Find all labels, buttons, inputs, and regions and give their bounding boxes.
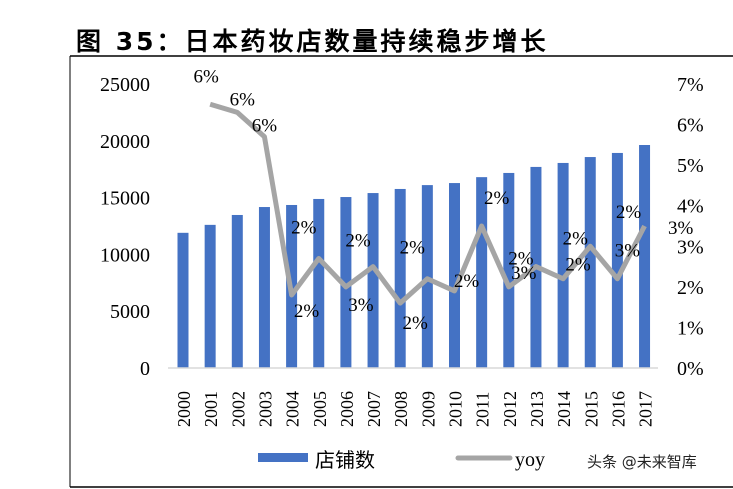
legend-bar-swatch — [258, 453, 308, 462]
bar-2014 — [557, 162, 569, 368]
data-label: 2% — [454, 271, 480, 292]
x-tick-label: 2017 — [636, 391, 656, 427]
x-tick-label: 2006 — [337, 391, 357, 427]
legend-bar-label: 店铺数 — [315, 448, 375, 472]
bar-2015 — [584, 157, 596, 368]
bar-2016 — [611, 152, 623, 368]
bar-2000 — [177, 232, 189, 368]
data-label: 2% — [508, 249, 534, 270]
x-tick-label: 2016 — [608, 391, 628, 427]
bar-2011 — [476, 177, 488, 368]
data-label: 2% — [403, 313, 429, 334]
left-tick-label: 10000 — [100, 244, 150, 266]
data-label: 2% — [345, 231, 371, 252]
data-label: 2% — [400, 238, 426, 259]
data-label: 2% — [484, 188, 510, 209]
right-tick-label: 4% — [677, 196, 704, 218]
data-label: 2% — [616, 202, 642, 223]
right-tick-label: 1% — [677, 317, 704, 339]
data-label: 6% — [252, 116, 278, 137]
x-tick-label: 2009 — [418, 391, 438, 427]
left-tick-label: 0 — [140, 358, 150, 380]
x-tick-label: 2003 — [255, 391, 275, 427]
data-label: 3% — [511, 263, 537, 284]
x-tick-label: 2011 — [473, 392, 493, 427]
x-tick-label: 2014 — [554, 391, 574, 427]
x-tick-label: 2012 — [500, 391, 520, 427]
chart-title: 图 35：日本药妆店数量持续稳步增长 — [76, 27, 549, 56]
data-label-last: 3% — [668, 218, 694, 239]
bar-2003 — [258, 207, 270, 368]
left-tick-label: 5000 — [110, 301, 150, 323]
data-label: 6% — [193, 66, 219, 87]
x-tick-label: 2001 — [201, 391, 221, 427]
right-tick-label: 0% — [677, 358, 704, 380]
bar-2006 — [340, 197, 352, 368]
legend-line-label: yoy — [515, 449, 545, 471]
x-tick-label: 2010 — [446, 391, 466, 427]
x-tick-label: 2004 — [283, 391, 303, 427]
right-tick-label: 3% — [677, 236, 704, 258]
data-label: 3% — [615, 241, 641, 262]
data-label: 2% — [563, 228, 589, 249]
data-label: 2% — [294, 301, 320, 322]
x-tick-label: 2008 — [391, 391, 411, 427]
bar-2017 — [639, 145, 651, 368]
legend: 店铺数 yoy — [258, 448, 545, 472]
left-tick-label: 25000 — [100, 74, 150, 96]
left-tick-label: 20000 — [100, 131, 150, 153]
bar-2010 — [449, 183, 460, 368]
left-tick-label: 15000 — [100, 188, 150, 210]
x-tick-label: 2005 — [310, 391, 330, 427]
data-label: 2% — [565, 255, 591, 276]
data-label: 3% — [348, 295, 374, 316]
x-tick-label: 2015 — [581, 391, 601, 427]
bar-2012 — [503, 172, 515, 368]
x-tick-label: 2000 — [174, 391, 194, 427]
bar-2001 — [204, 224, 216, 368]
x-tick-label: 2002 — [228, 391, 248, 427]
x-tick-label: 2013 — [527, 391, 547, 427]
x-tick-label: 2007 — [364, 391, 384, 427]
data-label: 6% — [230, 89, 256, 110]
bar-2002 — [231, 214, 243, 368]
right-tick-label: 5% — [677, 155, 704, 177]
right-tick-label: 7% — [677, 74, 704, 96]
right-tick-label: 2% — [677, 277, 704, 299]
bar-2008 — [394, 188, 406, 368]
yoy-line — [209, 101, 647, 306]
right-tick-label: 6% — [677, 115, 704, 137]
bar-2007 — [367, 193, 379, 368]
watermark: 头条 @未来智库 — [587, 453, 697, 471]
bar-2005 — [313, 198, 325, 368]
data-label: 2% — [291, 217, 317, 238]
